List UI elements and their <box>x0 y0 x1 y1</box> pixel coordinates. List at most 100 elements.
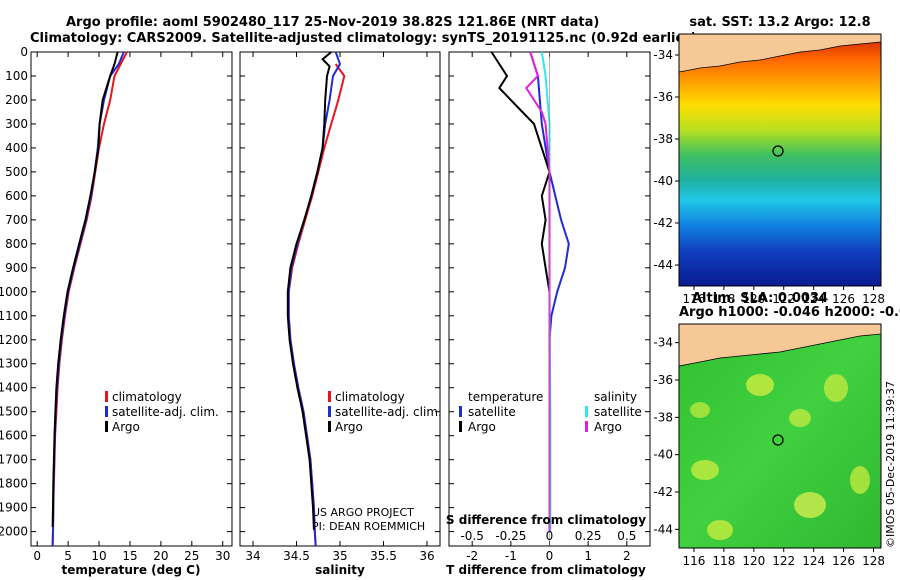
sst-frame <box>678 33 882 287</box>
y-tick-label: 1200 <box>0 333 28 347</box>
lon-tick-label: 118 <box>712 292 735 306</box>
credits-line1: US ARGO PROJECT <box>312 506 414 519</box>
salinity-panel: 34 34.5 35 35.5 36 salinity climatology sate… <box>239 51 442 577</box>
y-tick-label: 100 <box>5 69 28 83</box>
salinity-x-ticks: 34 34.5 35 35.5 36 <box>240 51 440 563</box>
s-tick-label: -0.25 <box>495 529 526 543</box>
lon-tick-label: 124 <box>802 292 825 306</box>
sla-high-blob <box>691 460 719 480</box>
sla-land <box>678 323 882 367</box>
legend-swatch-t-satellite <box>459 406 462 417</box>
s-difference-ticks: -0.5 -0.25 0 0.25 0.5 <box>460 529 636 543</box>
legend-salinity-heading: salinity <box>594 390 637 404</box>
temperature-axes <box>30 51 233 547</box>
sla-high-blob <box>690 402 710 418</box>
sst-argo-marker <box>772 145 784 157</box>
legend-t-satellite: satellite <box>468 405 516 419</box>
sla-map: Altim. SLA: 0.0034 Argo h1000: -0.046 h2… <box>653 291 900 568</box>
legend-satellite: satellite-adj. clim. <box>335 405 442 419</box>
y-tick-label: 1500 <box>0 405 28 419</box>
x-tick-label: 10 <box>91 549 106 563</box>
lon-tick-label: 118 <box>712 554 735 568</box>
x-tick-label: 20 <box>153 549 168 563</box>
salinity-xlabel: salinity <box>315 563 365 577</box>
salinity-legend: climatology satellite-adj. clim. Argo <box>328 390 442 434</box>
series-line-argo <box>51 51 119 527</box>
difference-x-ticks: -2 -1 0 1 2 <box>449 51 650 563</box>
legend-argo: Argo <box>112 420 140 434</box>
x-tick-label: 15 <box>122 549 137 563</box>
legend-temperature-heading: temperature <box>468 390 543 404</box>
lat-tick-label: -36 <box>653 90 673 104</box>
series-line-argo <box>286 51 332 530</box>
y-tick-label: 1700 <box>0 453 28 467</box>
salinity-series <box>286 51 346 547</box>
lat-tick-label: -40 <box>653 174 673 188</box>
sla-frame <box>678 323 882 549</box>
x-tick-label: 30 <box>215 549 230 563</box>
difference-legend: temperature satellite Argo salinity sate… <box>459 390 642 434</box>
sst-land <box>678 33 882 73</box>
x-tick-label: 35 <box>332 549 347 563</box>
lon-tick-label: 116 <box>683 554 706 568</box>
sla-map-ticks: 116 118 120 122 124 126 128 -34 -36 -38 -40 -42 -44 <box>653 336 885 568</box>
credits-line2: PI: DEAN ROEMMICH <box>312 520 425 533</box>
y-tick-label: 1600 <box>0 429 28 443</box>
lat-tick-label: -40 <box>653 448 673 462</box>
legend-swatch-t-argo <box>459 421 462 432</box>
temperature-series <box>51 51 128 547</box>
lon-tick-label: 128 <box>862 292 885 306</box>
lat-tick-label: -38 <box>653 410 673 424</box>
lon-tick-label: 126 <box>832 292 855 306</box>
y-tick-label: 300 <box>5 117 28 131</box>
x-tick-label: 36 <box>419 549 434 563</box>
y-tick-label: 1800 <box>0 477 28 491</box>
lat-tick-label: -38 <box>653 132 673 146</box>
y-tick-label: 1300 <box>0 357 28 371</box>
y-tick-label: 600 <box>5 189 28 203</box>
lon-tick-label: 122 <box>772 554 795 568</box>
lat-tick-label: -42 <box>653 485 673 499</box>
depth-ticks: 0 100 200 300 400 500 600 700 800 900 1000 1100 1200… <box>0 45 232 539</box>
sla-high-blob <box>794 492 826 518</box>
sla-high-blob <box>850 466 870 494</box>
lon-tick-label: 116 <box>683 292 706 306</box>
temperature-x-ticks: 0 5 10 15 20 25 30 <box>33 52 230 563</box>
legend-climatology: climatology <box>112 390 182 404</box>
x-tick-label: -1 <box>505 549 517 563</box>
lon-tick-label: 128 <box>862 554 885 568</box>
y-tick-label: 0 <box>20 45 28 59</box>
s-tick-label: 0.25 <box>575 529 602 543</box>
lat-tick-label: -36 <box>653 373 673 387</box>
sla-argo-marker <box>772 434 784 446</box>
x-tick-label: 1 <box>584 549 592 563</box>
legend-swatch-satellite <box>105 406 108 417</box>
y-tick-label: 1100 <box>0 309 28 323</box>
s-tick-label: -0.5 <box>460 529 483 543</box>
legend-swatch-climatology <box>328 391 331 402</box>
salinity-axes <box>239 51 441 547</box>
sst-map: sat. SST: 13.2 Argo: 12.8 116 118 120 122 12… <box>653 15 885 306</box>
legend-swatch-s-satellite <box>585 406 588 417</box>
y-tick-label: 500 <box>5 165 28 179</box>
temperature-xlabel: temperature (deg C) <box>62 563 201 577</box>
x-tick-label: -2 <box>466 549 478 563</box>
lat-tick-label: -44 <box>653 258 673 272</box>
header-line1: Argo profile: aoml 5902480_117 25-Nov-20… <box>66 15 599 30</box>
lon-tick-label: 120 <box>742 292 765 306</box>
series-line-temperature-satellite <box>529 51 570 532</box>
sla-high-blob <box>789 409 811 427</box>
legend-swatch-argo <box>328 421 331 432</box>
sst-map-title: sat. SST: 13.2 Argo: 12.8 <box>689 15 870 30</box>
s-tick-label: 0 <box>546 529 554 543</box>
y-tick-label: 700 <box>5 213 28 227</box>
y-tick-label: 1400 <box>0 381 28 395</box>
y-tick-label: 1900 <box>0 501 28 515</box>
x-tick-label: 25 <box>184 549 199 563</box>
x-tick-label: 5 <box>64 549 72 563</box>
difference-panel: -2 -1 0 1 2 T difference from climatology S … <box>446 51 651 577</box>
sst-map-ticks: 116 118 120 122 124 126 128 -34 -36 -38 -40 -42 -44 <box>653 48 885 306</box>
lat-tick-label: -34 <box>653 336 673 350</box>
legend-s-argo: Argo <box>594 420 622 434</box>
